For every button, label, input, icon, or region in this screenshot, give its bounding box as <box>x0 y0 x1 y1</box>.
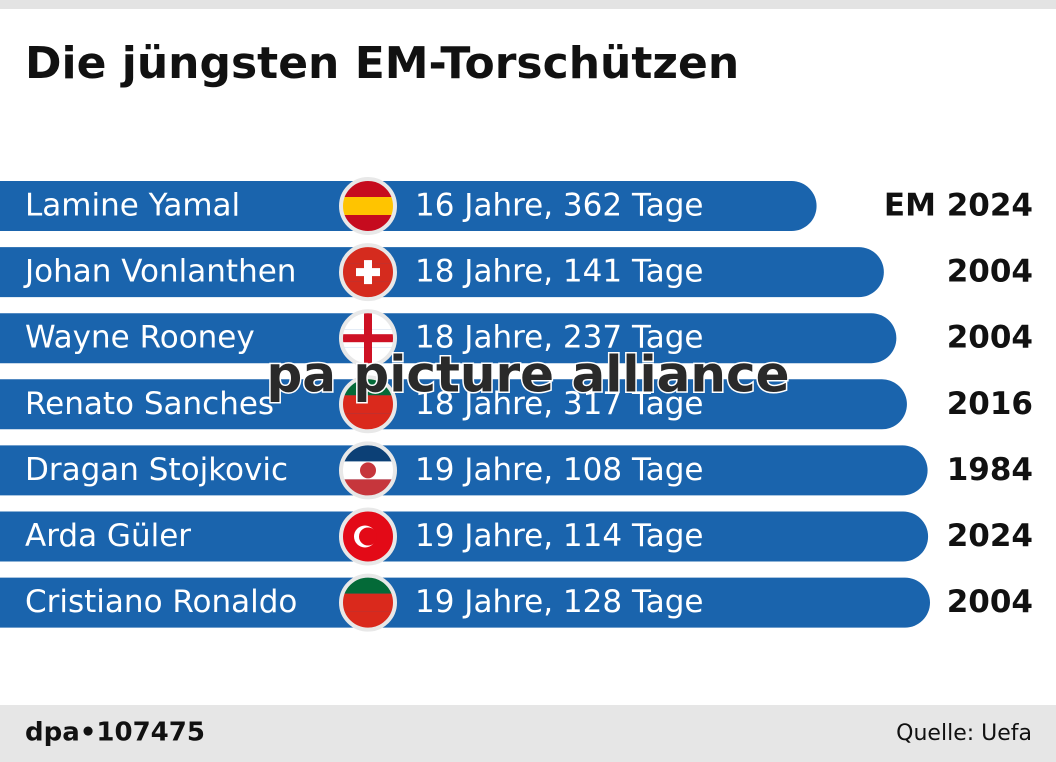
player-name: Arda Güler <box>25 518 191 554</box>
bar <box>0 445 928 496</box>
flag-border <box>339 309 397 368</box>
player-name: Renato Sanches <box>25 386 274 422</box>
watermark: pa picture alliance <box>266 346 789 404</box>
flag <box>339 309 397 368</box>
bar <box>0 577 930 628</box>
year-label: 2024 <box>947 518 1033 554</box>
player-name: Lamine Yamal <box>25 188 240 224</box>
bar <box>0 181 817 231</box>
year-label: 2016 <box>947 386 1033 422</box>
year-label: 2004 <box>947 320 1033 356</box>
player-name: Johan Vonlanthen <box>23 254 296 290</box>
flag <box>339 507 397 566</box>
player-name: Cristiano Ronaldo <box>25 584 297 620</box>
flag-border <box>339 441 397 500</box>
age-label: 18 Jahre, 317 Tage <box>415 386 704 422</box>
footer-id: dpa•107475 <box>25 718 205 748</box>
flag <box>339 375 397 434</box>
age-label: 18 Jahre, 237 Tage <box>415 320 704 356</box>
year-label: 2004 <box>947 584 1033 620</box>
rows: Lamine Yamal 16 Jahre, 362 Tage EM 2024 Joh… <box>0 177 1033 632</box>
flag-star <box>360 462 376 479</box>
flag-stripe <box>341 395 395 414</box>
bar <box>0 511 929 562</box>
flag-stripe <box>341 197 395 215</box>
flag-stripe <box>341 593 395 612</box>
bar <box>0 247 884 298</box>
age-label: 16 Jahre, 362 Tage <box>415 188 704 224</box>
flag <box>339 441 397 500</box>
age-label: 19 Jahre, 128 Tage <box>415 584 704 620</box>
bar <box>0 313 897 364</box>
flag-border <box>339 573 397 632</box>
flag-cross <box>341 334 395 343</box>
source: Quelle: Uefa <box>896 721 1032 746</box>
year-label: EM 2024 <box>884 188 1033 224</box>
flag-cross <box>356 268 380 277</box>
flag-moon <box>359 527 377 546</box>
year-label: 2004 <box>947 254 1033 290</box>
year-label: 1984 <box>947 452 1033 488</box>
flag <box>339 243 397 302</box>
flag-border <box>339 375 397 434</box>
player-name: Wayne Rooney <box>25 320 255 356</box>
bar <box>0 379 907 430</box>
flag <box>339 177 397 235</box>
flag-border <box>339 243 397 302</box>
age-label: 19 Jahre, 108 Tage <box>415 452 704 488</box>
flag <box>339 573 397 632</box>
top-strip <box>0 0 1056 9</box>
chart-title: Die jüngsten EM-Torschützen <box>25 38 739 89</box>
footer-band <box>0 705 1056 762</box>
player-name: Dragan Stojkovic <box>25 452 288 488</box>
age-label: 18 Jahre, 141 Tage <box>415 254 704 290</box>
age-label: 19 Jahre, 114 Tage <box>415 518 704 554</box>
flag-border <box>339 507 397 566</box>
flag-border <box>339 177 397 235</box>
